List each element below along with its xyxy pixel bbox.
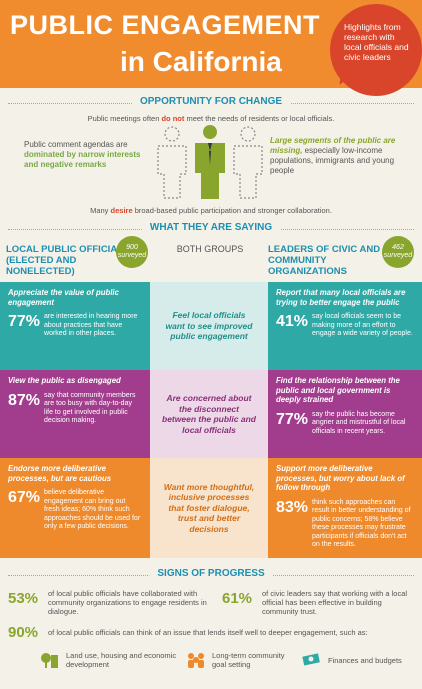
building-icon <box>41 653 58 668</box>
cell-heading: View the public as disengaged <box>8 376 121 385</box>
speech-bubble: Highlights from research with local offi… <box>330 4 422 96</box>
opportunity-right-text: Large segments of the public are missing… <box>270 136 396 175</box>
surveyed-badge: 462 surveyed <box>382 236 414 268</box>
stat-text: say that community members are too busy … <box>44 391 136 425</box>
issue-label: Long-term community goal setting <box>212 651 285 669</box>
section-header-opportunity: OPPORTUNITY FOR CHANGE <box>0 96 422 110</box>
cell-heading: Report that many local officials are try… <box>276 288 406 307</box>
cell-heading: Support more deliberative processes, but… <box>276 464 405 492</box>
section-header-saying: WHAT THEY ARE SAYING <box>0 222 422 236</box>
both-groups-cell: Are concerned about the disconnect betwe… <box>150 370 268 458</box>
both-groups-cell: Want more thoughtful, inclusive processe… <box>150 458 268 558</box>
stat-text: of civic leaders say that working with a… <box>262 589 408 616</box>
cell-heading: Find the relationship between the public… <box>276 376 400 404</box>
cell-heading: Appreciate the value of public engagemen… <box>8 288 119 307</box>
issue-label: Finances and budgets <box>328 655 402 665</box>
stat-percent: 77% <box>276 410 309 428</box>
stat-percent: 90% <box>8 624 39 641</box>
stat-text: of local public officials can think of a… <box>48 628 368 637</box>
issue-item: Long-term community goal setting <box>186 651 296 669</box>
stat-percent: 53% <box>8 590 39 607</box>
stat-percent: 87% <box>8 391 41 409</box>
stat-text: say the public has become angrier and mi… <box>312 410 406 435</box>
cell-heading: Endorse more deliberative processes, but… <box>8 464 112 483</box>
opportunity-intro: Public meetings often do not meet the ne… <box>87 114 335 123</box>
stat-text: believe deliberative engagement can brin… <box>44 489 141 530</box>
community-icon <box>188 653 204 668</box>
column-header-both: BOTH GROUPS <box>176 244 244 254</box>
section-title: OPPORTUNITY FOR CHANGE <box>131 96 291 107</box>
stat-percent: 41% <box>276 313 309 330</box>
title-line-1: PUBLIC ENGAGEMENT <box>10 10 321 40</box>
column-header-officials: LOCAL PUBLIC OFFICIALS (ELECTED AND NONE… <box>6 244 130 277</box>
issue-label: Land use, housing and economic developme… <box>66 651 177 669</box>
issue-item: Land use, housing and economic developme… <box>40 651 180 669</box>
leaders-cell: Report that many local officials are try… <box>268 282 422 370</box>
surveyed-badge: 900 surveyed <box>116 236 148 268</box>
stat-percent: 61% <box>222 590 253 607</box>
people-icon <box>157 125 263 199</box>
saying-row: Appreciate the value of public engagemen… <box>0 282 422 370</box>
stat-text: think such approaches can result in bett… <box>312 498 411 549</box>
section-title: WHAT THEY ARE SAYING <box>141 222 281 233</box>
section-title: SIGNS OF PROGRESS <box>149 568 273 579</box>
saying-row: Endorse more deliberative processes, but… <box>0 458 422 558</box>
officials-cell: View the public as disengaged 87% say tha… <box>0 370 150 458</box>
saying-row: View the public as disengaged 87% say tha… <box>0 370 422 458</box>
section-header-progress: SIGNS OF PROGRESS <box>0 568 422 582</box>
officials-cell: Appreciate the value of public engagemen… <box>0 282 150 370</box>
stat-text: say local officials seem to be making mo… <box>312 313 413 337</box>
money-icon <box>302 653 320 666</box>
both-groups-cell: Feel local officials want to see improve… <box>150 282 268 370</box>
leaders-cell: Support more deliberative processes, but… <box>268 458 422 558</box>
stat-percent: 83% <box>276 498 309 516</box>
stat-percent: 77% <box>8 313 41 330</box>
title-line-2: in California <box>120 46 282 77</box>
leaders-cell: Find the relationship between the public… <box>268 370 422 458</box>
stat-text: are interested in hearing more about pra… <box>44 313 138 337</box>
officials-cell: Endorse more deliberative processes, but… <box>0 458 150 558</box>
opportunity-outro: Many desire broad-based public participa… <box>90 206 332 215</box>
stat-percent: 67% <box>8 489 41 506</box>
stat-text: of local public officials have collabora… <box>48 589 207 616</box>
column-header-leaders: LEADERS OF CIVIC AND COMMUNITY ORGANIZAT… <box>268 244 381 277</box>
opportunity-left-text: Public comment agendas are dominated by … <box>24 140 141 169</box>
issue-item: Finances and budgets <box>302 651 420 669</box>
